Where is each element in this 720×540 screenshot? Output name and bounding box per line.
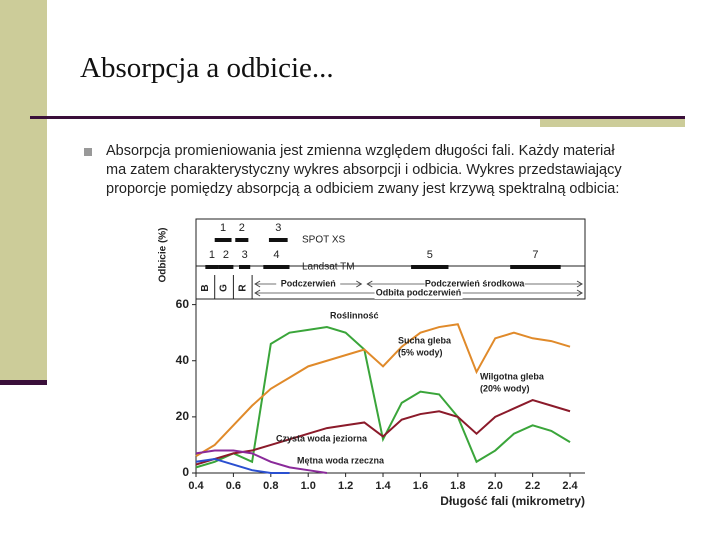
series-label: Czysta woda jeziorna bbox=[276, 433, 368, 443]
x-tick-label: 0.8 bbox=[263, 480, 278, 492]
bullet-text: Absorpcja promieniowania jest zmienna wz… bbox=[106, 142, 622, 199]
bullet-line: ma zatem charakterystyczny wykres absorp… bbox=[106, 162, 622, 178]
series-line bbox=[195, 398, 571, 466]
side-bar bbox=[0, 0, 47, 385]
x-tick-label: 1.4 bbox=[375, 480, 391, 492]
y-tick-label: 60 bbox=[176, 297, 190, 311]
x-tick-label: 0.4 bbox=[188, 480, 204, 492]
series-label: Mętna woda rzeczna bbox=[297, 455, 385, 465]
band-label: 2 bbox=[223, 249, 229, 261]
x-tick-label: 1.8 bbox=[450, 480, 465, 492]
title-rule bbox=[30, 116, 685, 119]
x-tick-label: 0.6 bbox=[226, 480, 241, 492]
region-label: Podczerwień bbox=[281, 278, 336, 288]
color-label: B bbox=[200, 284, 211, 291]
arrow-head bbox=[254, 280, 363, 288]
arrow-head bbox=[254, 289, 583, 297]
series-line bbox=[195, 323, 571, 458]
series-label: Wilgotna gleba bbox=[480, 371, 545, 381]
band-sensor: SPOT XS bbox=[302, 235, 345, 246]
x-tick-label: 2.0 bbox=[488, 480, 503, 492]
band-label: 2 bbox=[239, 222, 245, 234]
y-tick-label: 20 bbox=[176, 409, 190, 423]
color-label: R bbox=[237, 284, 248, 292]
x-tick-label: 2.4 bbox=[562, 480, 578, 492]
color-label: G bbox=[219, 284, 230, 292]
band-label: 4 bbox=[273, 249, 279, 261]
series-label: Roślinność bbox=[330, 310, 379, 320]
y-tick-label: 0 bbox=[182, 465, 189, 479]
band-label: 3 bbox=[242, 249, 248, 261]
arrow-head bbox=[366, 280, 583, 288]
bullet-marker bbox=[84, 148, 92, 156]
series-line bbox=[195, 449, 328, 474]
region-label-bg bbox=[374, 287, 463, 299]
series-line bbox=[195, 457, 290, 474]
chart: Odbicie (%) Długość fali (mikrometry) 0 20 4… bbox=[143, 215, 593, 513]
band-label: 7 bbox=[532, 249, 538, 261]
x-tick-label: 1.2 bbox=[338, 480, 353, 492]
x-axis-label: Długość fali (mikrometry) bbox=[440, 494, 585, 508]
series-note: (5% wody) bbox=[398, 347, 443, 357]
x-tick-label: 2.2 bbox=[525, 480, 540, 492]
series-label: Sucha gleba bbox=[398, 335, 452, 345]
bullet-line: proporcje pomiędzy absorpcją a odbiciem … bbox=[106, 181, 620, 197]
band-label: 1 bbox=[209, 249, 215, 261]
y-axis-label: Odbicie (%) bbox=[158, 227, 169, 282]
x-tick-label: 1.0 bbox=[301, 480, 316, 492]
x-tick-label: 1.6 bbox=[413, 480, 428, 492]
region-label: Odbita podczerwień bbox=[376, 287, 462, 297]
region-label: Podczerwień środkowa bbox=[425, 278, 526, 288]
side-bar-edge bbox=[0, 380, 47, 385]
bullet-line: Absorpcja promieniowania jest zmienna wz… bbox=[106, 143, 615, 159]
region-label-bg bbox=[276, 278, 341, 290]
band-label: 5 bbox=[427, 249, 433, 261]
series-line bbox=[195, 326, 571, 469]
band-label: 3 bbox=[275, 222, 281, 234]
slide-title: Absorpcja a odbicie... bbox=[80, 52, 334, 84]
y-tick-label: 40 bbox=[176, 353, 190, 367]
band-label: 1 bbox=[220, 222, 226, 234]
rule-accent bbox=[540, 119, 685, 127]
series-note: (20% wody) bbox=[480, 383, 530, 393]
band-sensor: Landsat TM bbox=[302, 262, 355, 273]
